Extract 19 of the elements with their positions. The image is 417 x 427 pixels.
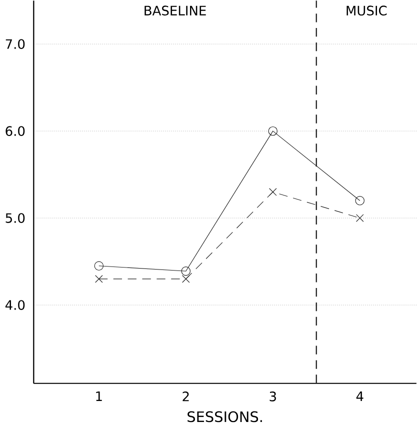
x-axis-title: SESSIONS. xyxy=(188,411,262,422)
x-tick-label: 4 xyxy=(356,392,364,401)
point xyxy=(355,196,364,206)
point xyxy=(269,188,277,196)
point xyxy=(95,275,103,283)
y-tick-label: 6.0 xyxy=(6,126,25,136)
annotation: MUSIC xyxy=(346,6,387,16)
point xyxy=(94,261,104,271)
y-tick-label: 7.0 xyxy=(6,39,25,49)
x-tick-label: 3 xyxy=(270,392,276,402)
point xyxy=(268,126,278,136)
annotation: BASELINE xyxy=(144,6,206,16)
point xyxy=(356,214,364,222)
point xyxy=(182,275,190,283)
x-tick-label: 2 xyxy=(182,392,189,402)
x-tick-label: 1 xyxy=(96,392,102,401)
y-tick-label: 5.0 xyxy=(6,213,25,223)
point xyxy=(181,266,191,276)
y-tick-label: 4.0 xyxy=(5,300,25,310)
